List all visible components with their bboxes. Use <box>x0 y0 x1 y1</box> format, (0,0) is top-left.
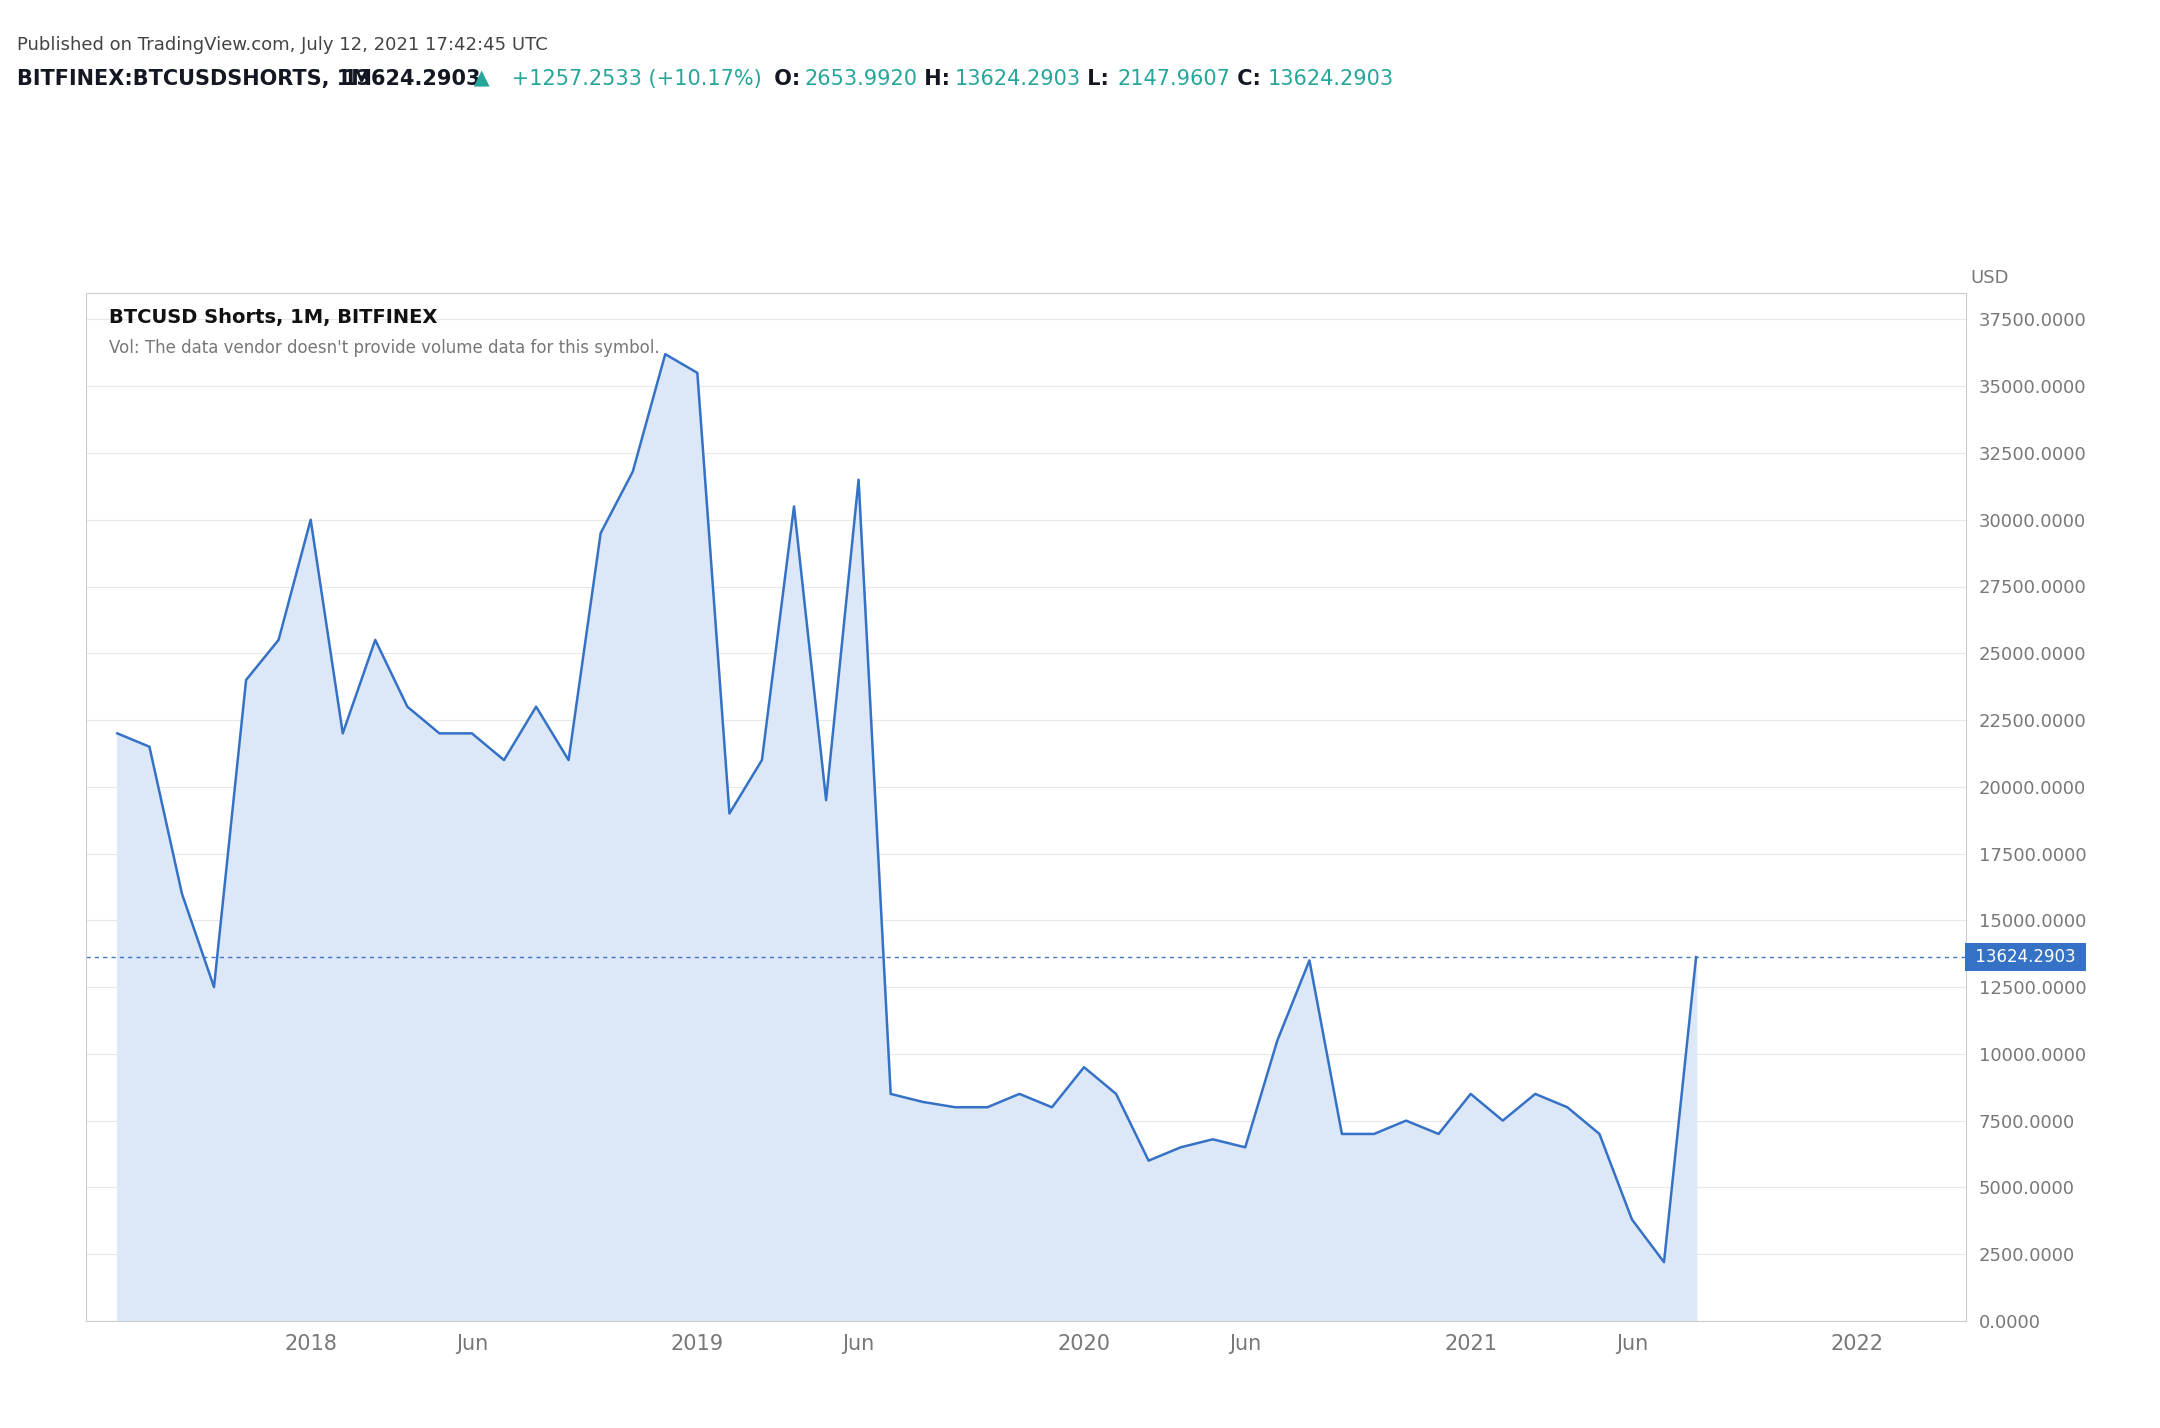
Text: O:: O: <box>767 69 801 89</box>
Text: Published on TradingView.com, July 12, 2021 17:42:45 UTC: Published on TradingView.com, July 12, 2… <box>17 36 549 54</box>
Text: 13624.2903: 13624.2903 <box>341 69 482 89</box>
Text: BTCUSD Shorts, 1M, BITFINEX: BTCUSD Shorts, 1M, BITFINEX <box>108 308 436 327</box>
Bar <box>86 293 1966 1321</box>
Text: Vol: The data vendor doesn't provide volume data for this symbol.: Vol: The data vendor doesn't provide vol… <box>108 338 659 357</box>
Text: BITFINEX:BTCUSDSHORTS, 1M: BITFINEX:BTCUSDSHORTS, 1M <box>17 69 380 89</box>
Text: H:: H: <box>918 69 950 89</box>
Text: ▲: ▲ <box>467 69 497 89</box>
Text: USD: USD <box>1970 268 2009 287</box>
Text: 2653.9920: 2653.9920 <box>806 69 918 89</box>
Text: L:: L: <box>1080 69 1108 89</box>
Text: 13624.2903: 13624.2903 <box>1970 948 2080 967</box>
Text: ▶ TradingView: ▶ TradingView <box>45 1377 203 1397</box>
Text: +1257.2533 (+10.17%): +1257.2533 (+10.17%) <box>505 69 762 89</box>
Text: 13624.2903: 13624.2903 <box>955 69 1080 89</box>
Text: C:: C: <box>1229 69 1261 89</box>
Text: 2147.9607: 2147.9607 <box>1117 69 1231 89</box>
Text: 13624.2903: 13624.2903 <box>1268 69 1393 89</box>
